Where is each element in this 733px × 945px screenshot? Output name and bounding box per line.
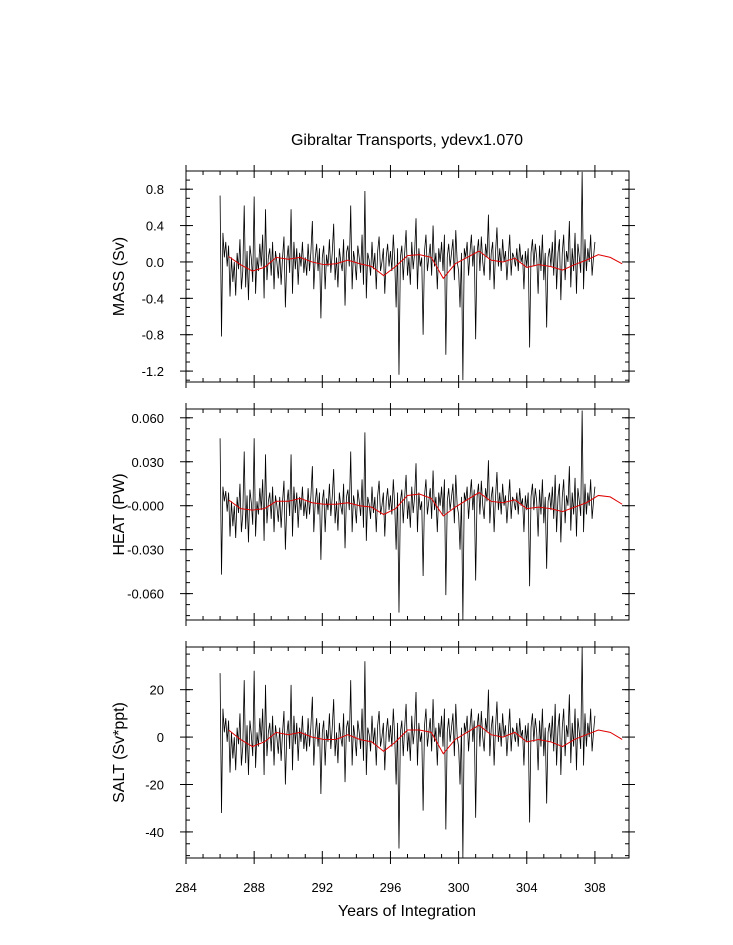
y-tick-label: -0.8 — [142, 328, 164, 343]
y-tick-label: -20 — [145, 778, 164, 793]
series-annual-line — [228, 491, 623, 517]
x-tick-label: 292 — [311, 880, 333, 895]
y-axis-label: SALT (Sv*ppt) — [111, 702, 128, 803]
series-monthly-line — [219, 647, 596, 858]
y-tick-label: -1.2 — [142, 364, 164, 379]
y-tick-label: 0.4 — [146, 219, 164, 234]
y-axis-label: MASS (Sv) — [111, 237, 128, 316]
series-annual-line — [228, 724, 623, 755]
y-axis-label: HEAT (PW) — [111, 473, 128, 555]
x-tick-label: 308 — [584, 880, 606, 895]
y-tick-label: -40 — [145, 825, 164, 840]
panel-2: 0.060 0.030 -0.000 -0.030 -0.060 HEAT (PW) — [111, 403, 635, 626]
x-tick-label: 304 — [516, 880, 538, 895]
y-tick-label: -0.4 — [142, 291, 164, 306]
series-monthly-line — [219, 171, 596, 381]
y-tick-label: 0 — [157, 730, 164, 745]
panel-1: 0.8 0.4 0.0 -0.4 -0.8 -1.2 MASS (Sv) — [111, 165, 635, 388]
chart-title: Gibraltar Transports, ydevx1.070 — [291, 132, 523, 149]
y-tick-label: 0.060 — [131, 411, 164, 426]
y-tick-label: 0.8 — [146, 182, 164, 197]
x-tick-label: 300 — [448, 880, 470, 895]
y-tick-label: -0.000 — [127, 499, 164, 514]
y-tick-label: 20 — [150, 683, 164, 698]
panels: 0.8 0.4 0.0 -0.4 -0.8 -1.2 MASS (Sv) 0.060 0.030… — [111, 165, 635, 895]
y-tick-label: -0.030 — [127, 543, 164, 558]
x-tick-label: 296 — [380, 880, 402, 895]
series-annual-line — [228, 250, 623, 280]
y-tick-label: 0.0 — [146, 255, 164, 270]
x-axis-label: Years of Integration — [338, 903, 476, 920]
y-tick-label: -0.060 — [127, 587, 164, 602]
y-tick-label: 0.030 — [131, 455, 164, 470]
series-monthly-line — [219, 410, 596, 620]
panel-3: 20 0 -20 -40 SALT (Sv*ppt) — [111, 641, 635, 864]
x-tick-label: 288 — [243, 880, 265, 895]
x-tick-label: 284 — [175, 880, 197, 895]
